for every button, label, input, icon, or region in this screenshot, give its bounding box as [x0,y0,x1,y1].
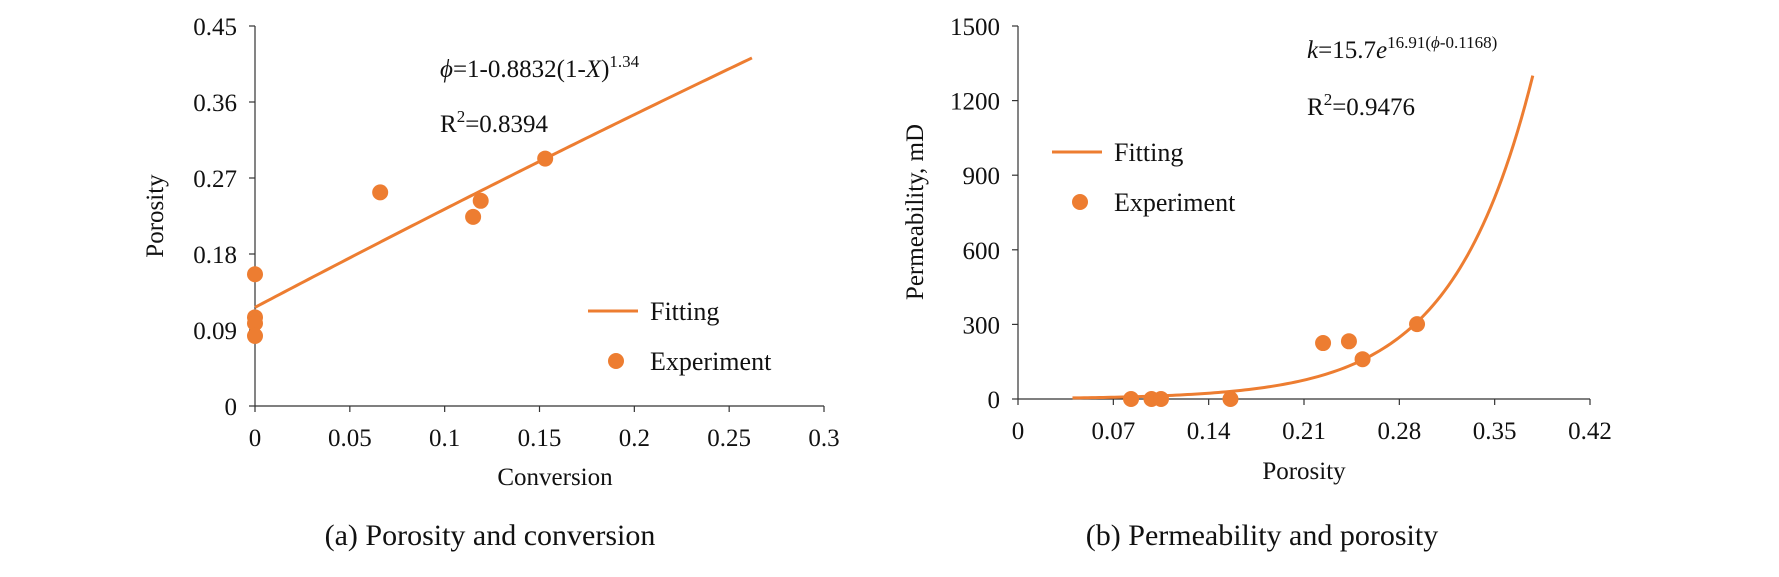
chart-b-data-point [1222,391,1239,407]
chart-b-y-tick-label: 1500 [950,14,1000,41]
chart-a-eq-exponent: 1.34 [609,52,639,71]
chart-b-x-tick-label: 0 [1012,418,1025,445]
chart-b-legend-fit-label: Fitting [1114,138,1183,167]
chart-a-r2-r: R [440,111,457,138]
chart-b-legend-exp-label: Experiment [1114,188,1236,217]
chart-a-x-tick-label: 0.2 [619,425,650,452]
chart-a-legend-fit-label: Fitting [650,297,719,326]
chart-b-data-point [1340,333,1357,350]
chart-a-y-tick-label: 0 [225,394,238,421]
chart-b-caption: (b) Permeability and porosity [1086,519,1438,552]
chart-b-x-tick-label: 0.28 [1377,418,1421,445]
chart-b-x-tick-label: 0.42 [1568,418,1612,445]
chart-a-caption: (a) Porosity and conversion [325,519,656,552]
chart-a-data-point [247,266,263,283]
chart-b-y-tick-label: 0 [988,387,1001,414]
chart-a-eq-phi: ϕ [440,56,453,83]
chart-a-r2-value: =0.8394 [465,111,548,138]
chart-a-data-point [372,184,389,201]
chart-b-y-tick-label: 1200 [950,89,1000,116]
chart-b-legend: Fitting Experiment [1052,138,1236,217]
chart-b-data-point [1153,391,1169,407]
chart-b-x-tick-label: 0.35 [1473,418,1517,445]
chart-a-data-point [537,150,554,167]
chart-a-equation: ϕ=1-0.8832(1-X)1.34 [440,52,640,83]
chart-b-data-point [1409,316,1426,333]
chart-b-eq-exp-phi: ϕ [1431,33,1440,52]
chart-a-legend-exp-swatch [608,353,624,369]
chart-b-eq-body: =15.7 [1318,37,1376,64]
chart-b-fit-line [1072,75,1535,400]
chart-a-eq-body: =1-0.8832(1- [453,56,586,83]
chart-b-y-tick-label: 300 [963,312,1001,339]
chart-a-y-tick-label: 0.27 [193,166,237,193]
chart-b-eq-k: k [1307,37,1319,64]
chart-a: 0 0.05 0.1 0.15 0.2 0.25 0.3 0 0.09 0.18 0.27 0.36… [142,14,840,552]
chart-b-y-tick-label: 900 [963,163,1001,190]
chart-a-r2: R2=0.8394 [440,107,549,138]
chart-b-x-tick-label: 0.07 [1091,418,1135,445]
chart-b-data-point [1315,335,1332,352]
chart-a-x-tick-label: 0.15 [518,425,562,452]
chart-a-legend: Fitting Experiment [588,297,772,376]
chart-b-r2: R2=0.9476 [1307,90,1415,121]
chart-a-fit-line [254,56,753,309]
chart-a-legend-exp-label: Experiment [650,347,772,376]
chart-a-y-tick-label: 0.36 [193,90,237,117]
chart-a-r2-sup: 2 [457,107,466,126]
chart-a-x-tick-label: 0.25 [707,425,751,452]
chart-a-x-tick-label: 0.3 [808,425,839,452]
chart-b-data-point [1354,351,1371,368]
chart-a-y-label: Porosity [142,174,169,258]
chart-a-y-tick-label: 0.18 [193,242,237,269]
chart-b-eq-exp-a: 16.91( [1387,33,1431,52]
chart-a-y-tick-label: 0.45 [193,14,237,41]
chart-a-data-point [247,327,263,344]
chart-b-r2-sup: 2 [1324,90,1333,109]
chart-b-x-tick-label: 0.14 [1187,418,1231,445]
chart-b-y-tick-label: 600 [963,238,1001,265]
chart-b-r2-r: R [1307,94,1324,121]
chart-a-x-label: Conversion [497,464,613,491]
chart-a-data-point [472,192,489,209]
chart-a-x-tick-label: 0 [249,425,262,452]
chart-b: 0 0.07 0.14 0.21 0.28 0.35 0.42 0 300 600 900 1200… [902,14,1612,552]
chart-a-data-point [247,315,263,332]
chart-a-eq-close: ) [601,56,609,83]
chart-a-x-tick-label: 0.05 [328,425,372,452]
chart-b-x-label: Porosity [1262,458,1346,485]
chart-a-eq-var: X [585,56,603,83]
chart-b-eq-exp-b: -0.1168) [1440,33,1497,52]
chart-b-y-label: Permeability, mD [902,124,929,300]
chart-b-x-tick-label: 0.21 [1282,418,1326,445]
chart-a-x-tick-label: 0.1 [429,425,460,452]
chart-b-eq-e: e [1376,37,1387,64]
chart-b-equation: k=15.7e16.91(ϕ-0.1168) [1307,33,1497,64]
chart-a-data-point [465,208,482,225]
chart-b-data-point [1123,391,1140,407]
chart-a-y-tick-label: 0.09 [193,318,237,345]
chart-b-legend-exp-swatch [1072,194,1088,210]
chart-b-r2-value: =0.9476 [1332,94,1415,121]
